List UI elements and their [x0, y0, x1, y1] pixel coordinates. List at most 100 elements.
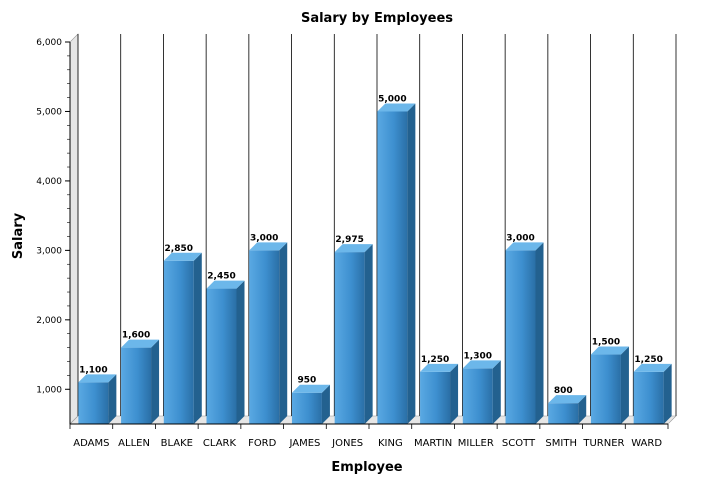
bar-top	[420, 363, 459, 372]
bar-top	[163, 252, 202, 261]
bar-front	[505, 250, 536, 424]
y-tick-label: 5,000	[36, 107, 62, 117]
x-tick-label: MARTIN	[414, 438, 452, 449]
bar-top	[249, 242, 288, 251]
bar-side	[663, 363, 672, 424]
bar-front	[548, 403, 579, 424]
x-tick-label: BLAKE	[161, 438, 193, 449]
data-labels: 1,100 1,600 2,850 2,450 3,000 950 2,975 5,000 1,…	[79, 94, 663, 396]
data-label: 5,000	[378, 94, 406, 104]
data-label: 1,300	[464, 351, 492, 361]
x-tick-label: FORD	[248, 438, 277, 449]
bar-front	[78, 382, 109, 424]
bar-james	[291, 384, 330, 424]
bar-adams	[78, 374, 117, 424]
bar-turner	[590, 346, 629, 424]
data-label: 1,600	[122, 331, 150, 341]
chart-title: Salary by Employees	[301, 11, 453, 26]
bar-side	[450, 363, 459, 424]
bar-top	[121, 339, 160, 348]
bar-top	[334, 244, 373, 253]
y-axis-title: Salary	[11, 212, 26, 259]
bar-side	[492, 360, 501, 424]
bar-jones	[334, 244, 373, 424]
bar-side	[108, 374, 117, 424]
x-tick-label: WARD	[631, 438, 662, 449]
x-tick-label: JONES	[331, 438, 363, 449]
bar-top	[78, 374, 117, 383]
bar-top	[291, 384, 330, 393]
x-tick-label: TURNER	[582, 438, 624, 449]
bar-front	[121, 347, 152, 424]
data-label: 800	[554, 386, 573, 396]
bar-miller	[462, 360, 501, 424]
bar-front	[291, 392, 322, 424]
bar-top	[590, 346, 629, 355]
bar-front	[206, 288, 237, 424]
x-tick-label: JAMES	[288, 438, 320, 449]
data-label: 1,500	[592, 338, 620, 348]
x-tick-label: MILLER	[458, 438, 494, 449]
x-axis-title: Employee	[331, 460, 402, 475]
y-tick-label: 2,000	[36, 316, 62, 326]
data-label: 1,250	[421, 355, 449, 365]
y-tick-label: 1,000	[36, 385, 62, 395]
bar-top	[206, 280, 245, 289]
bar-side	[321, 384, 330, 424]
bar-top	[462, 360, 501, 369]
left-wall	[69, 33, 79, 425]
y-tick-label: 4,000	[36, 177, 62, 187]
bar-front	[420, 371, 451, 424]
data-label: 3,000	[250, 233, 278, 243]
bar-side	[407, 103, 416, 425]
bar-front	[462, 368, 493, 424]
bar-clark	[206, 280, 245, 424]
bar-side	[236, 280, 245, 424]
bar-allen	[121, 339, 160, 424]
gridlines	[77, 34, 677, 416]
bar-front	[163, 260, 194, 424]
bar-top	[633, 363, 672, 372]
x-tick-label: ALLEN	[118, 438, 150, 449]
floor	[69, 415, 677, 425]
bar-side	[620, 346, 629, 424]
data-label: 1,250	[634, 355, 662, 365]
bar-front	[249, 250, 280, 424]
y-tick-label: 6,000	[36, 38, 62, 48]
data-label: 2,975	[335, 235, 363, 245]
bar-blake	[163, 252, 202, 424]
plot-walls	[69, 33, 677, 425]
bar-side	[578, 395, 587, 424]
bar-scott	[505, 242, 544, 424]
bar-side	[364, 244, 373, 424]
x-tick-label: CLARK	[203, 438, 237, 449]
x-tick-label: ADAMS	[73, 438, 109, 449]
y-axis: 1,000 2,000 3,000 4,000 5,000 6,000	[36, 38, 71, 424]
x-tick-label: KING	[378, 438, 403, 449]
x-axis: ADAMS ALLEN BLAKE CLARK FORD JAMES JONES KING MA…	[69, 423, 669, 449]
bar-martin	[420, 363, 459, 424]
y-tick-label: 3,000	[36, 246, 62, 256]
bar-ford	[249, 242, 288, 424]
bar-ward	[633, 363, 672, 424]
bar-top	[505, 242, 544, 251]
bar-side	[535, 242, 544, 424]
bar-top	[548, 395, 587, 404]
bar-side	[279, 242, 288, 424]
bar-smith	[548, 395, 587, 424]
data-label: 2,450	[207, 272, 235, 282]
bar-side	[151, 339, 160, 424]
bar-front	[334, 252, 365, 424]
bar-king	[377, 103, 416, 425]
data-label: 950	[298, 376, 317, 386]
bar-front	[590, 354, 621, 424]
x-tick-label: SMITH	[545, 438, 577, 449]
bar-front	[633, 371, 664, 424]
data-label: 3,000	[506, 233, 534, 243]
bars	[78, 103, 672, 425]
bar-side	[193, 252, 202, 424]
bar-top	[377, 103, 416, 112]
data-label: 2,850	[165, 244, 193, 254]
data-label: 1,100	[79, 365, 107, 375]
